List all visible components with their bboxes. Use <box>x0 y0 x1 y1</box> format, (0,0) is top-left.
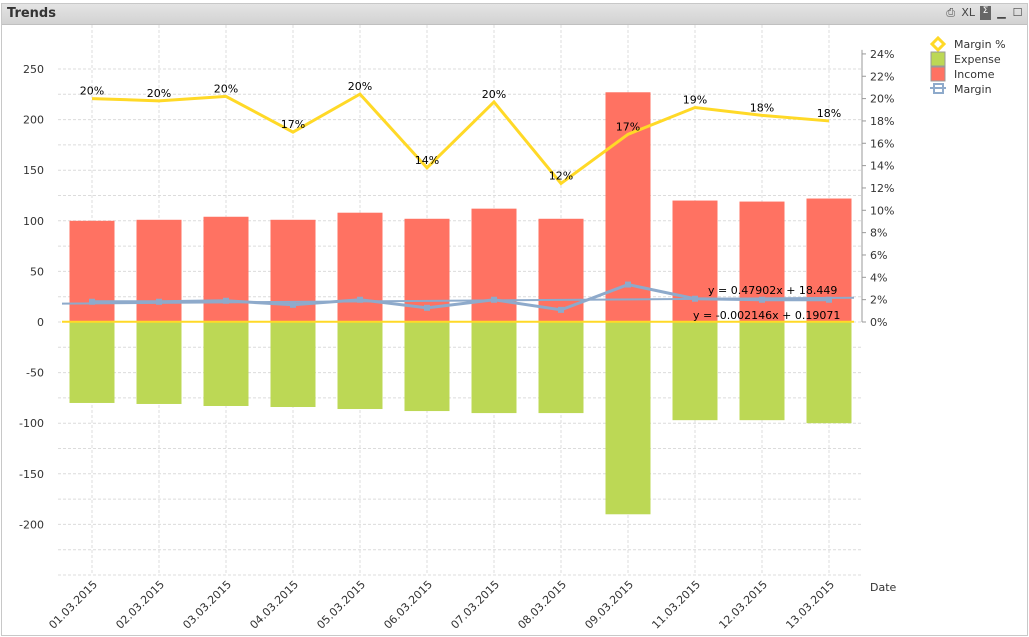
margin-percent-label: 20% <box>214 82 238 95</box>
expense-bar <box>337 322 383 410</box>
right-tick-label: 10% <box>870 204 894 217</box>
right-tick-label: 8% <box>870 227 887 240</box>
expense-bar <box>605 322 651 515</box>
margin-line <box>92 282 829 312</box>
margin-point <box>558 306 564 313</box>
right-tick-label: 4% <box>870 271 887 284</box>
expense-bar <box>471 322 517 414</box>
right-tick-label: 20% <box>870 93 894 106</box>
income-bar <box>471 208 517 322</box>
expense-bar <box>672 322 718 421</box>
x-axis-title: Date <box>870 581 897 594</box>
margin-point <box>156 298 162 305</box>
x-tick-label: 11.03.2015 <box>649 578 703 632</box>
minimize-icon[interactable]: ▁ <box>997 6 1006 19</box>
left-tick-label: 200 <box>23 114 44 127</box>
right-tick-label: 0% <box>870 316 887 329</box>
xl-icon[interactable]: XL <box>961 6 975 19</box>
margin-point <box>290 301 296 308</box>
margin-percent-label: 18% <box>750 101 774 114</box>
expense-bar <box>69 322 115 403</box>
margin-percent-label: 20% <box>147 87 171 100</box>
legend-expense-icon <box>930 51 946 67</box>
expense-bar <box>739 322 785 421</box>
x-tick-label: 05.03.2015 <box>314 578 368 632</box>
x-tick-label: 03.03.2015 <box>180 578 234 632</box>
right-tick-label: 16% <box>870 137 894 150</box>
right-tick-label: 2% <box>870 294 887 307</box>
margin-percent-label: 20% <box>348 80 372 93</box>
title-bar: Trends ⎙ XL Σ ▁ ☐ <box>2 4 1027 25</box>
x-tick-label: 12.03.2015 <box>716 578 770 632</box>
left-tick-label: -200 <box>19 518 44 531</box>
expense-bar <box>538 322 584 414</box>
income-bar <box>69 220 115 322</box>
right-tick-label: 22% <box>870 70 894 83</box>
margin-percent-label: 20% <box>482 88 506 101</box>
right-tick-label: 12% <box>870 182 894 195</box>
expense-bar <box>270 322 316 408</box>
right-tick-label: 18% <box>870 115 894 128</box>
margin-percent-label: 20% <box>80 85 104 98</box>
expense-bar <box>203 322 249 406</box>
margin-percent-label: 17% <box>616 120 640 133</box>
margin-percent-label: 14% <box>415 154 439 167</box>
margin-point <box>89 298 95 305</box>
margin-percent-label: 19% <box>683 94 707 107</box>
maximize-icon[interactable]: ☐ <box>1012 6 1023 19</box>
right-tick-label: 14% <box>870 160 894 173</box>
income-bar <box>739 201 785 322</box>
margin-point <box>223 297 229 304</box>
x-tick-label: 02.03.2015 <box>113 578 167 632</box>
margin-point <box>357 296 363 303</box>
margin-percent-label: 18% <box>817 107 841 120</box>
expense-bar <box>404 322 450 412</box>
income-bar <box>806 198 852 322</box>
margin-point <box>759 296 765 303</box>
expense-bar <box>136 322 182 404</box>
left-tick-label: -100 <box>19 417 44 430</box>
cycle-icon[interactable]: Σ <box>980 6 991 20</box>
left-tick-label: 150 <box>23 164 44 177</box>
income-bar <box>337 212 383 322</box>
margin-point <box>692 295 698 302</box>
legend-label: Expense <box>954 53 1001 66</box>
x-tick-label: 09.03.2015 <box>582 578 636 632</box>
margin-percent-trend-equation: y = -0.002146x + 0.19071 <box>693 309 840 322</box>
margin-point <box>491 296 497 303</box>
margin-percent-label: 17% <box>281 118 305 131</box>
legend-income-icon <box>930 66 946 82</box>
left-tick-label: 250 <box>23 63 44 76</box>
left-tick-label: -50 <box>26 367 44 380</box>
x-tick-label: 04.03.2015 <box>247 578 301 632</box>
margin-point <box>424 304 430 311</box>
expense-bar <box>806 322 852 424</box>
left-tick-label: 0 <box>37 316 44 329</box>
left-tick-label: 50 <box>30 265 44 278</box>
income-bar <box>136 219 182 322</box>
window-title: Trends <box>7 6 56 21</box>
legend-margin-percent-icon <box>929 35 947 53</box>
print-icon[interactable]: ⎙ <box>946 6 956 19</box>
legend-label: Margin <box>954 83 992 96</box>
margin-trend-equation: y = 0.47902x + 18.449 <box>708 284 837 297</box>
x-tick-label: 07.03.2015 <box>448 578 502 632</box>
left-tick-label: -150 <box>19 468 44 481</box>
margin-point <box>625 281 631 288</box>
legend-label: Income <box>954 68 995 81</box>
left-tick-label: 100 <box>23 215 44 228</box>
right-tick-label: 6% <box>870 249 887 262</box>
x-tick-label: 01.03.2015 <box>46 578 100 632</box>
right-tick-label: 24% <box>870 48 894 61</box>
x-tick-label: 08.03.2015 <box>515 578 569 632</box>
income-bar <box>203 216 249 322</box>
margin-percent-line <box>91 92 830 186</box>
margin-point <box>826 296 832 303</box>
x-tick-label: 13.03.2015 <box>783 578 837 632</box>
income-bar <box>672 200 718 322</box>
legend-label: Margin % <box>954 38 1006 51</box>
x-tick-label: 06.03.2015 <box>381 578 435 632</box>
margin-percent-label: 12% <box>549 169 573 182</box>
